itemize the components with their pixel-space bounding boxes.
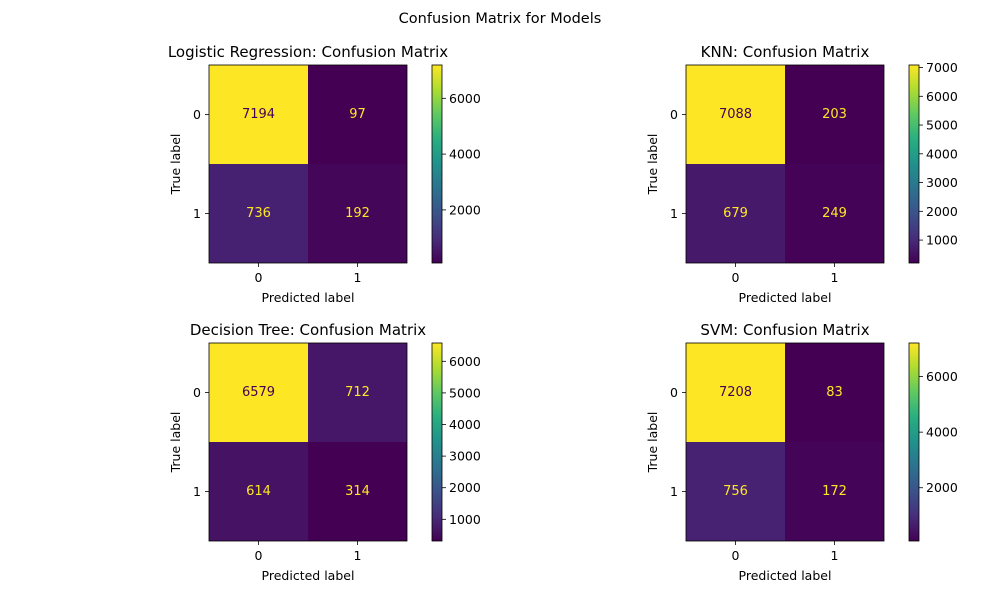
colorbar-tick-label: 5000 <box>926 118 958 133</box>
matrix-cell <box>785 442 884 541</box>
y-axis-label: True label <box>645 412 660 474</box>
cell-value-label: 6579 <box>242 385 275 400</box>
colorbar-tick-label: 2000 <box>449 480 481 495</box>
figure-suptitle: Confusion Matrix for Models <box>399 11 602 27</box>
y-axis-label: True label <box>168 134 183 196</box>
colorbar-tick-label: 4000 <box>449 147 481 162</box>
colorbar-tick-label: 4000 <box>926 425 958 440</box>
colorbar <box>431 64 443 264</box>
matrix-cell <box>785 343 884 442</box>
y-tick-label: 0 <box>670 385 678 400</box>
cell-value-label: 7194 <box>242 107 275 122</box>
y-tick-label: 1 <box>670 206 678 221</box>
matrix-cell <box>308 442 407 541</box>
matrix-cell <box>686 65 785 164</box>
cell-value-label: 736 <box>246 206 271 221</box>
panel-title: SVM: Confusion Matrix <box>700 321 869 339</box>
x-axis-label: Predicted label <box>262 568 355 583</box>
colorbar-tick-label: 6000 <box>926 89 958 104</box>
cell-value-label: 712 <box>345 385 370 400</box>
confusion-matrix-panel: Decision Tree: Confusion Matrix 6579 712 61… <box>168 321 481 583</box>
confusion-matrix-panel: KNN: Confusion Matrix 7088 203 679 249 0 1 0 1 Pr… <box>645 43 958 305</box>
colorbar-tick-label: 2000 <box>449 202 481 217</box>
y-tick-label: 0 <box>193 107 201 122</box>
axes-frame <box>685 64 885 264</box>
x-tick-label: 1 <box>354 548 362 563</box>
colorbar-tick-label: 1000 <box>926 233 958 248</box>
matrix-cell <box>686 343 785 442</box>
colorbar-tick-label: 4000 <box>926 146 958 161</box>
matrix-cell <box>785 65 884 164</box>
x-axis-label: Predicted label <box>739 568 832 583</box>
x-axis-label: Predicted label <box>262 290 355 305</box>
matrix-cell <box>209 343 308 442</box>
x-tick-label: 1 <box>831 548 839 563</box>
cell-value-label: 249 <box>822 206 847 221</box>
y-tick-label: 1 <box>193 206 201 221</box>
cell-value-label: 7208 <box>719 385 752 400</box>
matrix-cell <box>785 164 884 263</box>
cell-value-label: 314 <box>345 484 370 499</box>
panel-title: Decision Tree: Confusion Matrix <box>190 321 426 339</box>
cell-value-label: 97 <box>349 107 366 122</box>
matrix-cell <box>308 65 407 164</box>
matrix-cell <box>308 164 407 263</box>
matrix-cell <box>686 164 785 263</box>
cell-value-label: 614 <box>246 484 271 499</box>
colorbar <box>431 342 443 542</box>
y-tick-label: 1 <box>193 484 201 499</box>
cell-value-label: 192 <box>345 206 370 221</box>
axes-frame <box>208 342 408 542</box>
cell-value-label: 679 <box>723 206 748 221</box>
axes-frame <box>685 342 885 542</box>
colorbar-tick-label: 2000 <box>926 480 958 495</box>
panel-title: KNN: Confusion Matrix <box>701 43 870 61</box>
y-tick-label: 0 <box>670 107 678 122</box>
colorbar-tick-label: 6000 <box>449 354 481 369</box>
cell-value-label: 756 <box>723 484 748 499</box>
colorbar <box>908 342 920 542</box>
colorbar-tick-label: 2000 <box>926 204 958 219</box>
axes-frame <box>208 64 408 264</box>
colorbar <box>908 64 920 264</box>
y-axis-label: True label <box>645 134 660 196</box>
colorbar-tick-label: 3000 <box>449 449 481 464</box>
cell-value-label: 203 <box>822 107 847 122</box>
y-tick-label: 1 <box>670 484 678 499</box>
colorbar-tick-label: 6000 <box>926 369 958 384</box>
panel-title: Logistic Regression: Confusion Matrix <box>168 43 448 61</box>
matrix-cell <box>308 343 407 442</box>
matrix-cell <box>209 442 308 541</box>
cell-value-label: 83 <box>826 385 843 400</box>
colorbar-tick-label: 3000 <box>926 175 958 190</box>
y-axis-label: True label <box>168 412 183 474</box>
x-tick-label: 0 <box>732 548 740 563</box>
colorbar-tick-label: 4000 <box>449 417 481 432</box>
x-tick-label: 0 <box>732 270 740 285</box>
matrix-cell <box>686 442 785 541</box>
x-tick-label: 0 <box>255 270 263 285</box>
matrix-cell <box>209 65 308 164</box>
y-tick-label: 0 <box>193 385 201 400</box>
x-tick-label: 0 <box>255 548 263 563</box>
cell-value-label: 7088 <box>719 107 752 122</box>
colorbar-tick-label: 6000 <box>449 91 481 106</box>
matrix-cell <box>209 164 308 263</box>
x-tick-label: 1 <box>354 270 362 285</box>
colorbar-tick-label: 7000 <box>926 60 958 75</box>
colorbar-tick-label: 5000 <box>449 385 481 400</box>
confusion-matrix-panel: SVM: Confusion Matrix 7208 83 756 172 0 1 0 1 Pre… <box>645 321 958 583</box>
x-tick-label: 1 <box>831 270 839 285</box>
confusion-matrix-panel: Logistic Regression: Confusion Matrix 719… <box>168 43 481 305</box>
colorbar-tick-label: 1000 <box>449 512 481 527</box>
x-axis-label: Predicted label <box>739 290 832 305</box>
cell-value-label: 172 <box>822 484 847 499</box>
